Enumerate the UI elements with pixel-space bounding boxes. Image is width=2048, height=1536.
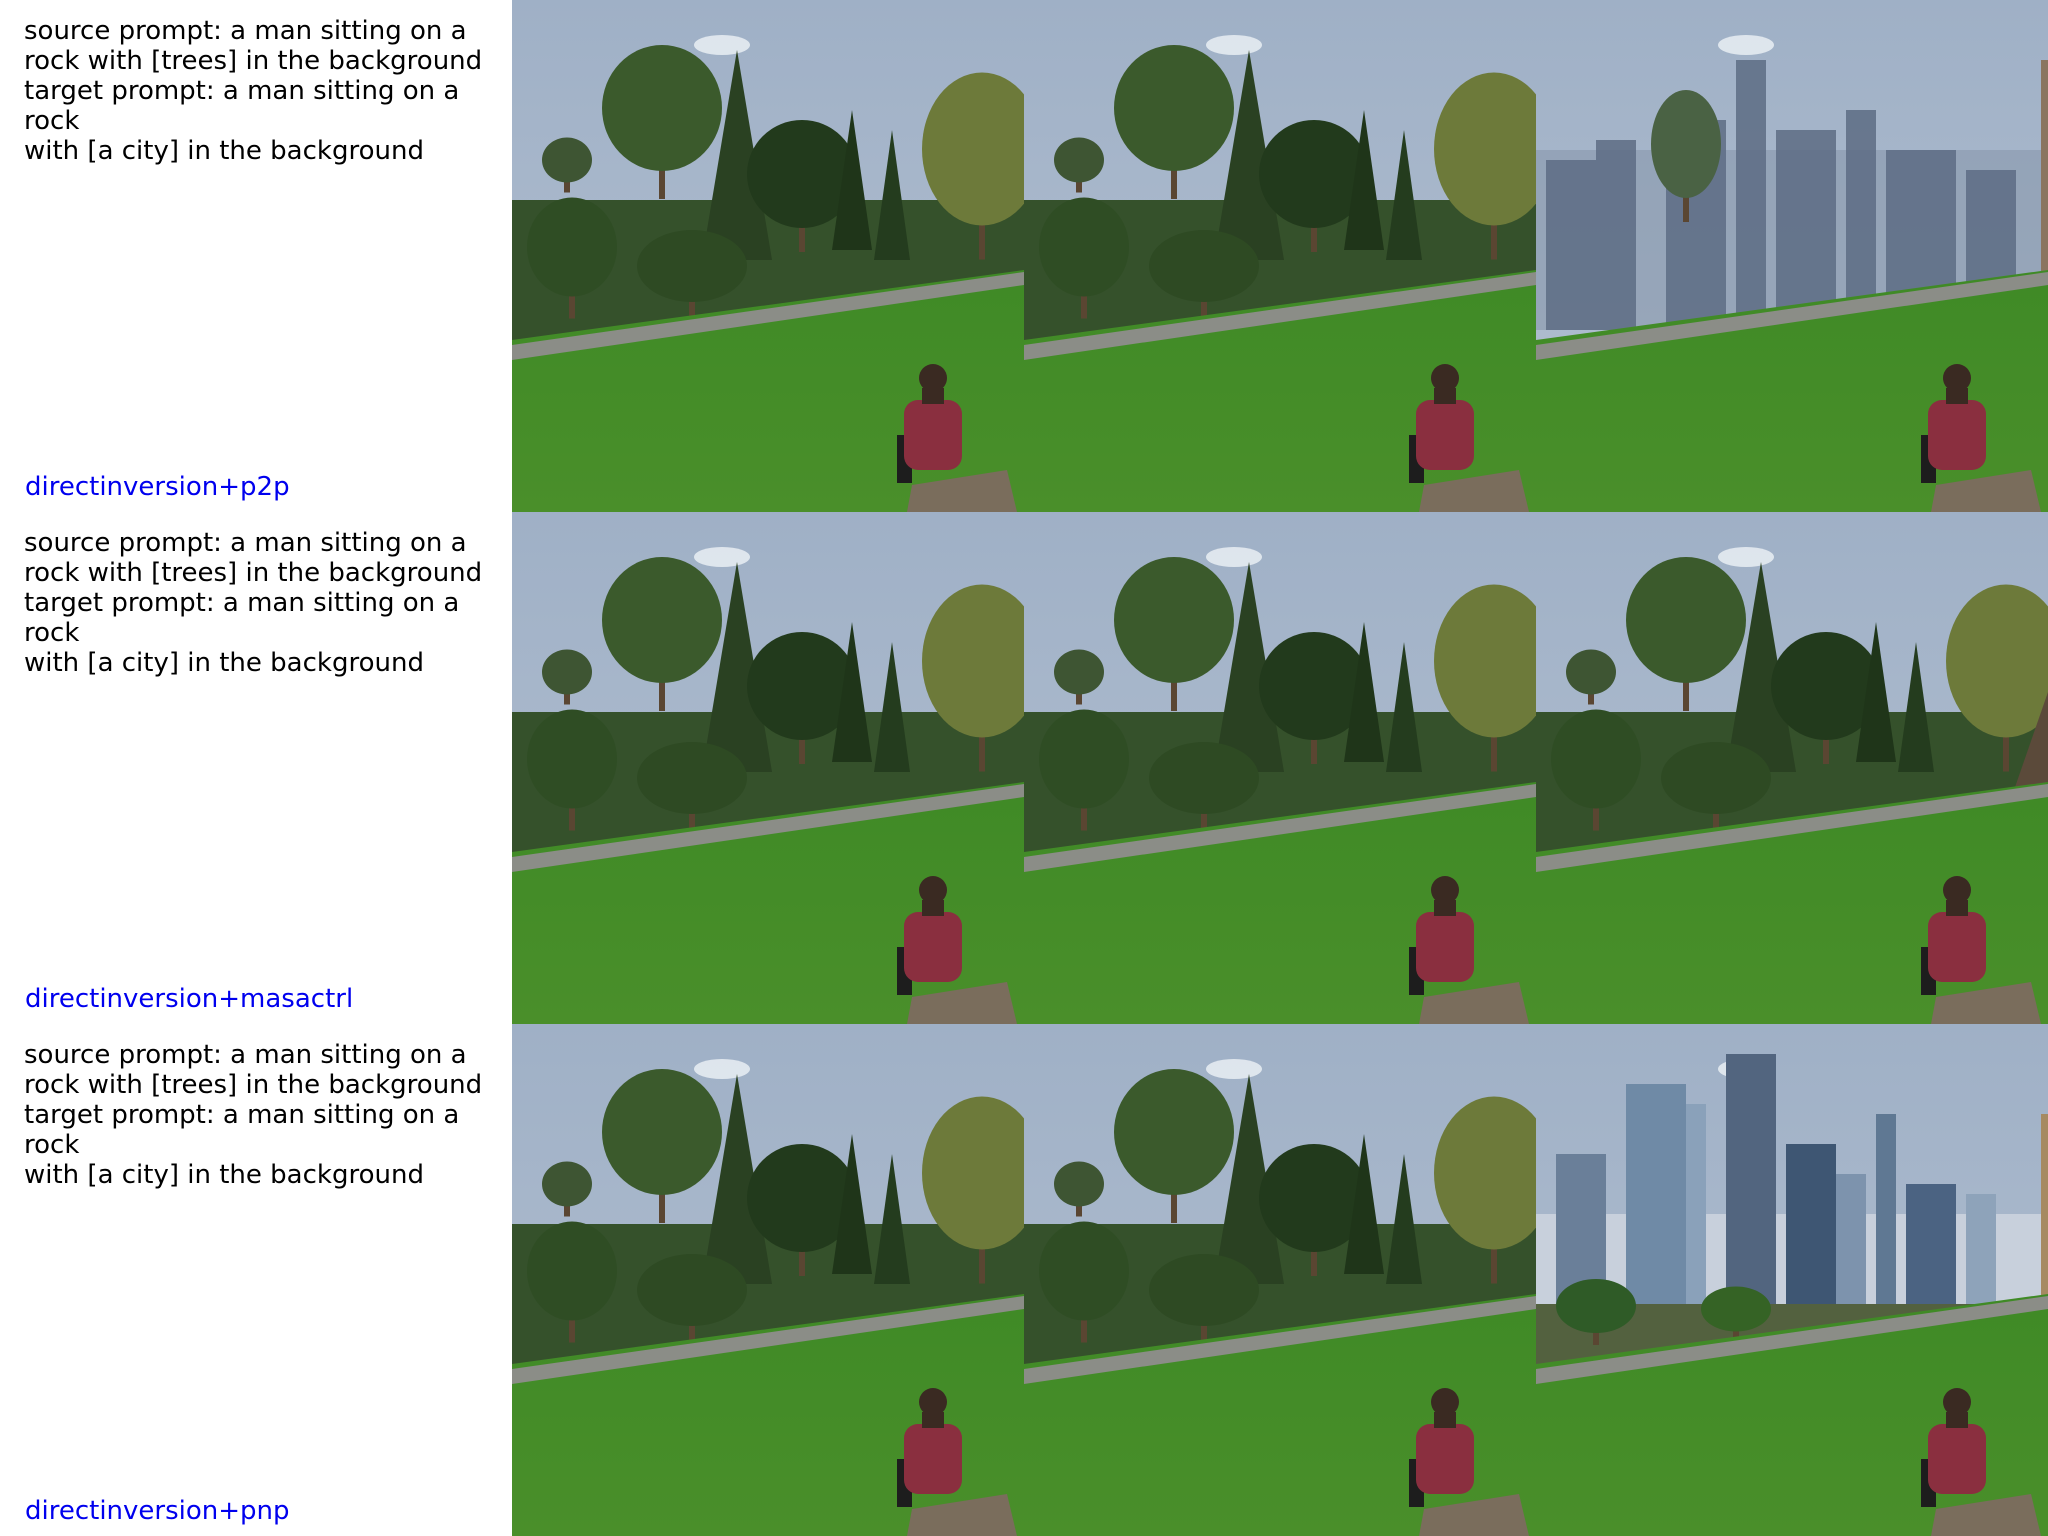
- prompt-text: source prompt: a man sitting on a rock w…: [24, 16, 483, 166]
- result-row: source prompt: a man sitting on a rock w…: [0, 1024, 2048, 1536]
- row-label-panel: source prompt: a man sitting on a rock w…: [0, 1024, 512, 1536]
- prompt-text: source prompt: a man sitting on a rock w…: [24, 528, 483, 678]
- method-label: directinversion+masactrl: [25, 984, 354, 1014]
- scene-illustration: [1024, 0, 1536, 512]
- scene-illustration: [512, 512, 1024, 1024]
- edited-image: [1536, 512, 2048, 1024]
- scene-illustration: [512, 0, 1024, 512]
- scene-illustration: [1024, 1024, 1536, 1536]
- edited-image: [1536, 1024, 2048, 1536]
- scene-illustration: [1024, 512, 1536, 1024]
- source-image: [512, 1024, 1024, 1536]
- source-image: [512, 512, 1024, 1024]
- result-row: source prompt: a man sitting on a rock w…: [0, 512, 2048, 1024]
- edited-image: [1536, 0, 2048, 512]
- reconstruction-image: [1024, 512, 1536, 1024]
- prompt-text: source prompt: a man sitting on a rock w…: [24, 1040, 483, 1190]
- scene-illustration: [1536, 512, 2048, 1024]
- method-label: directinversion+pnp: [25, 1496, 290, 1526]
- scene-illustration: [512, 1024, 1024, 1536]
- scene-illustration: [1536, 1024, 2048, 1536]
- row-label-panel: source prompt: a man sitting on a rock w…: [0, 0, 512, 512]
- reconstruction-image: [1024, 1024, 1536, 1536]
- row-label-panel: source prompt: a man sitting on a rock w…: [0, 512, 512, 1024]
- scene-illustration: [1536, 0, 2048, 512]
- source-image: [512, 0, 1024, 512]
- method-label: directinversion+p2p: [25, 472, 290, 502]
- result-row: source prompt: a man sitting on a rock w…: [0, 0, 2048, 512]
- reconstruction-image: [1024, 0, 1536, 512]
